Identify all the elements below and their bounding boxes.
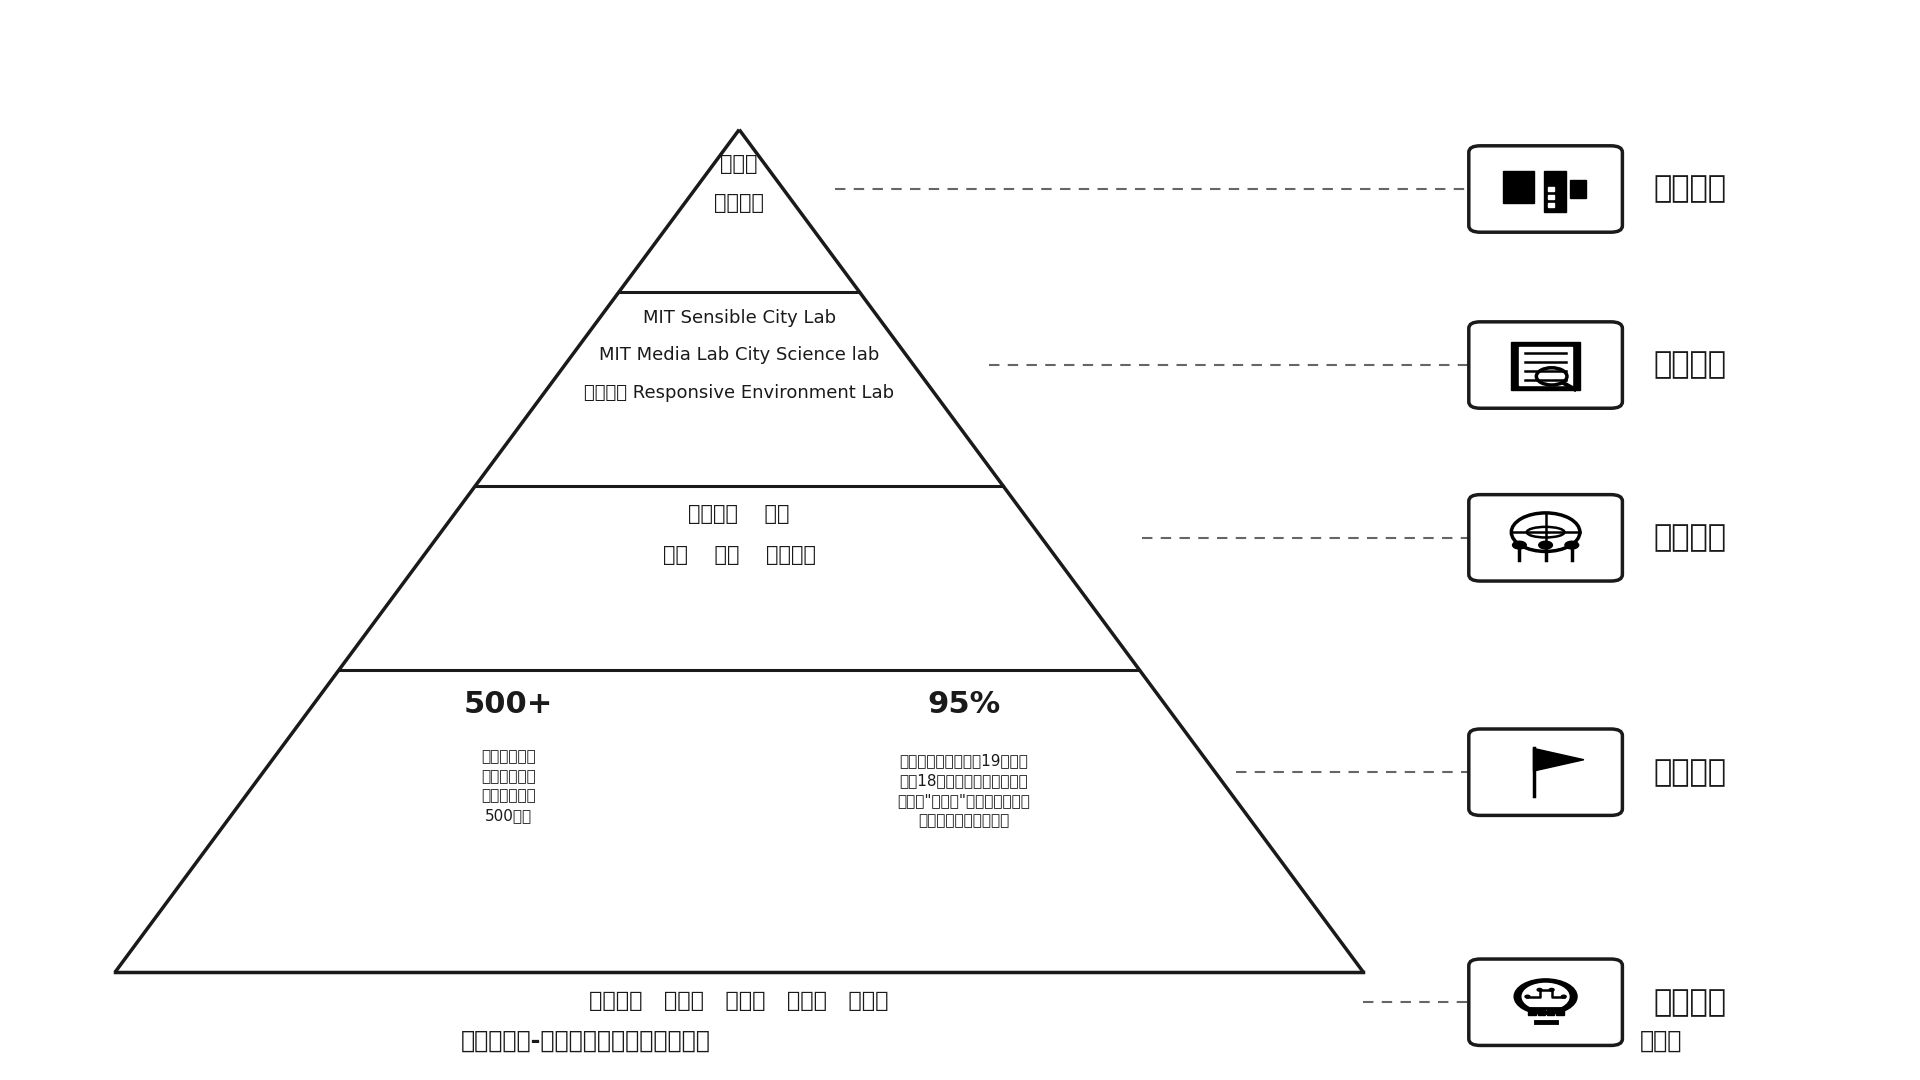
FancyBboxPatch shape: [1469, 495, 1622, 581]
Bar: [1548, 187, 1553, 191]
Bar: [1548, 1009, 1555, 1015]
Circle shape: [1565, 541, 1578, 549]
Circle shape: [1561, 995, 1567, 998]
Text: 人工智能   大数据   云计算   物联网   新能源: 人工智能 大数据 云计算 物联网 新能源: [589, 991, 889, 1011]
Bar: [1538, 1009, 1546, 1015]
Text: 体验创新: 体验创新: [714, 193, 764, 213]
Text: 阿里巴巴    华为: 阿里巴巴 华为: [689, 504, 789, 524]
Text: 有意建设智慧
城市的政府单
位，总计超过
500个。: 有意建设智慧 城市的政府单 位，总计超过 500个。: [482, 750, 536, 823]
Text: 科技发展: 科技发展: [1653, 988, 1726, 1016]
Circle shape: [1513, 541, 1526, 549]
Bar: [1503, 171, 1534, 203]
Circle shape: [1523, 984, 1569, 1010]
FancyBboxPatch shape: [1469, 959, 1622, 1045]
Bar: [1519, 347, 1572, 386]
FancyBboxPatch shape: [1469, 146, 1622, 232]
Polygon shape: [1534, 748, 1584, 771]
Circle shape: [1515, 978, 1576, 1014]
Bar: [1548, 194, 1553, 199]
Text: 马斯洛模型-智慕城市方向建设层次理论: 马斯洛模型-智慕城市方向建设层次理论: [461, 1029, 710, 1053]
Text: 个性化: 个性化: [720, 154, 758, 174]
Bar: [1571, 180, 1586, 198]
FancyBboxPatch shape: [1469, 322, 1622, 408]
Bar: [1528, 1009, 1536, 1015]
Text: 城市体验: 城市体验: [1653, 175, 1726, 203]
Bar: [1511, 342, 1580, 390]
Text: 企业探索: 企业探索: [1653, 524, 1726, 552]
Circle shape: [1524, 995, 1530, 998]
Text: 政府支持: 政府支持: [1653, 758, 1726, 786]
Circle shape: [1538, 541, 1553, 549]
Text: 95%: 95%: [927, 690, 1000, 718]
Text: 腾讯    京东    平安保险: 腾讯 京东 平安保险: [662, 545, 816, 565]
Text: 驱动力: 驱动力: [1640, 1029, 1682, 1053]
Circle shape: [1549, 988, 1553, 991]
Text: 副省级以上城市总共19个，其
中有18个已经在《政府工作报
告》或"十三五"规划中明确提出
或正在建设智慧城市。: 副省级以上城市总共19个，其 中有18个已经在《政府工作报 告》或"十三五"规划…: [897, 754, 1031, 827]
Circle shape: [1538, 988, 1542, 991]
Text: MIT Media Lab City Science lab: MIT Media Lab City Science lab: [599, 347, 879, 364]
Bar: [1544, 171, 1567, 212]
Text: 学术研究: 学术研究: [1653, 351, 1726, 379]
Bar: [1548, 203, 1553, 207]
FancyBboxPatch shape: [1469, 729, 1622, 815]
Bar: [1557, 1009, 1563, 1015]
Text: MIT Sensible City Lab: MIT Sensible City Lab: [643, 309, 835, 326]
Text: 哈佛大学 Responsive Environment Lab: 哈佛大学 Responsive Environment Lab: [584, 384, 895, 402]
Text: 500+: 500+: [465, 690, 553, 718]
